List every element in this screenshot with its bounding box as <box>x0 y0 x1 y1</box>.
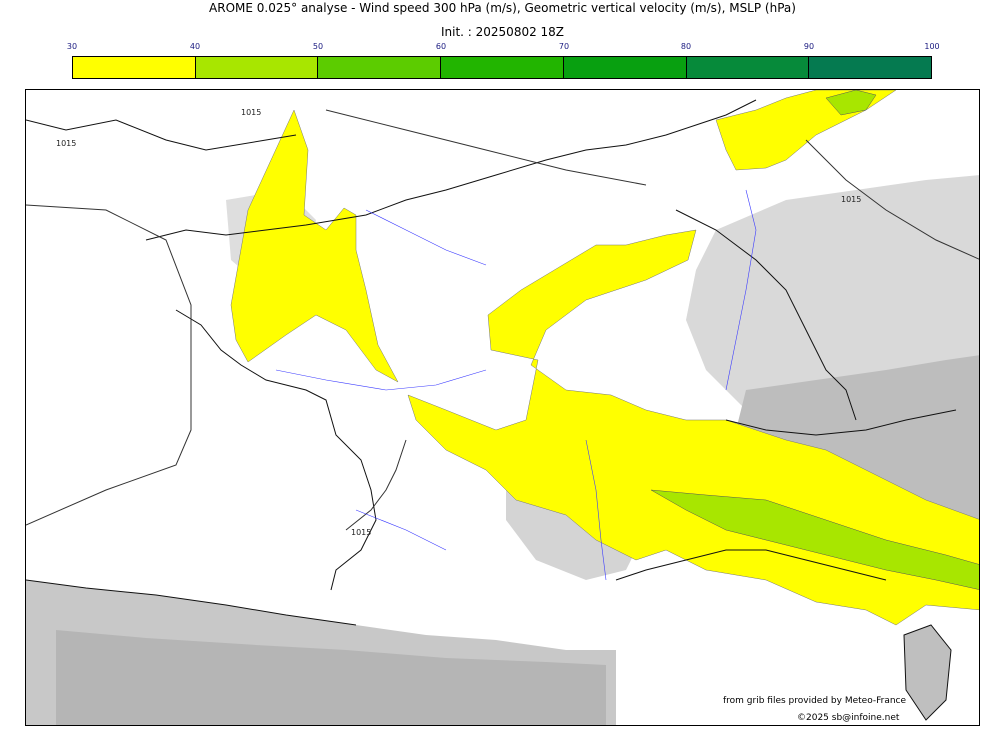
colorbar-segment-90-100 <box>809 57 932 78</box>
rivers <box>275 189 757 581</box>
terrain-shading <box>26 175 979 725</box>
isobar-label: 1015 <box>841 195 861 204</box>
colorbar-segment-80-90 <box>686 57 810 78</box>
river-seine <box>365 209 487 266</box>
map-title: AROME 0.025° analyse - Wind speed 300 hP… <box>209 1 796 15</box>
colorbar-segment-40-50 <box>195 57 319 78</box>
colorbar-tick: 40 <box>189 42 201 51</box>
colorbar-segment-30-40 <box>73 57 196 78</box>
coast-mediterranean <box>615 549 887 581</box>
colorbar-tick: 70 <box>558 42 570 51</box>
isobar-label: 1015 <box>56 139 76 148</box>
isobar-label: 1015 <box>351 528 371 537</box>
jet-core-north <box>825 90 877 116</box>
jet-core-alps <box>650 489 979 590</box>
coast-channel <box>145 99 757 241</box>
alps-terrain <box>736 355 979 530</box>
coast-corsica <box>903 624 952 721</box>
river-garonne <box>355 509 447 551</box>
isobars <box>26 109 979 531</box>
map-canvas: 1015 1015 1015 1015 <box>26 90 979 725</box>
coast-england <box>26 119 297 151</box>
south-terrain-light <box>56 630 606 725</box>
colorbar-tick: 30 <box>66 42 78 51</box>
colorbar-tick: 60 <box>435 42 447 51</box>
copyright-credit: ©2025 sb@infoine.net <box>797 713 900 723</box>
weather-map[interactable]: 1015 1015 1015 1015 <box>25 89 980 726</box>
colorbar-tick: 90 <box>803 42 815 51</box>
river-rhone <box>585 439 607 581</box>
border-germany <box>675 209 857 421</box>
border-switzerland <box>725 409 957 436</box>
isobar-1015-south <box>345 439 407 531</box>
river-loire <box>275 369 487 391</box>
wind-speed-colorbar <box>72 56 932 79</box>
jet-region-brittany <box>230 109 399 383</box>
border-spain <box>26 579 357 626</box>
colorbar-tick: 100 <box>924 42 940 51</box>
isobar-1015-north <box>325 109 647 186</box>
corsica-terrain <box>904 625 951 720</box>
isobar-label: 1015 <box>241 108 261 117</box>
river-rhine <box>725 189 757 391</box>
colorbar-segment-50-60 <box>318 57 442 78</box>
colorbar-segment-70-80 <box>563 57 687 78</box>
coast-atlantic <box>175 309 377 591</box>
isobar-1015-west <box>26 204 192 526</box>
colorbar-tick: 80 <box>680 42 692 51</box>
coastlines <box>26 99 957 721</box>
colorbar-tick: 50 <box>312 42 324 51</box>
colorbar-segment-60-70 <box>441 57 564 78</box>
init-time: Init. : 20250802 18Z <box>440 25 565 39</box>
source-credit: from grib files provided by Meteo-France <box>723 696 907 706</box>
wind-speed-40-50 <box>650 90 979 590</box>
isobar-1015-east <box>805 139 979 260</box>
